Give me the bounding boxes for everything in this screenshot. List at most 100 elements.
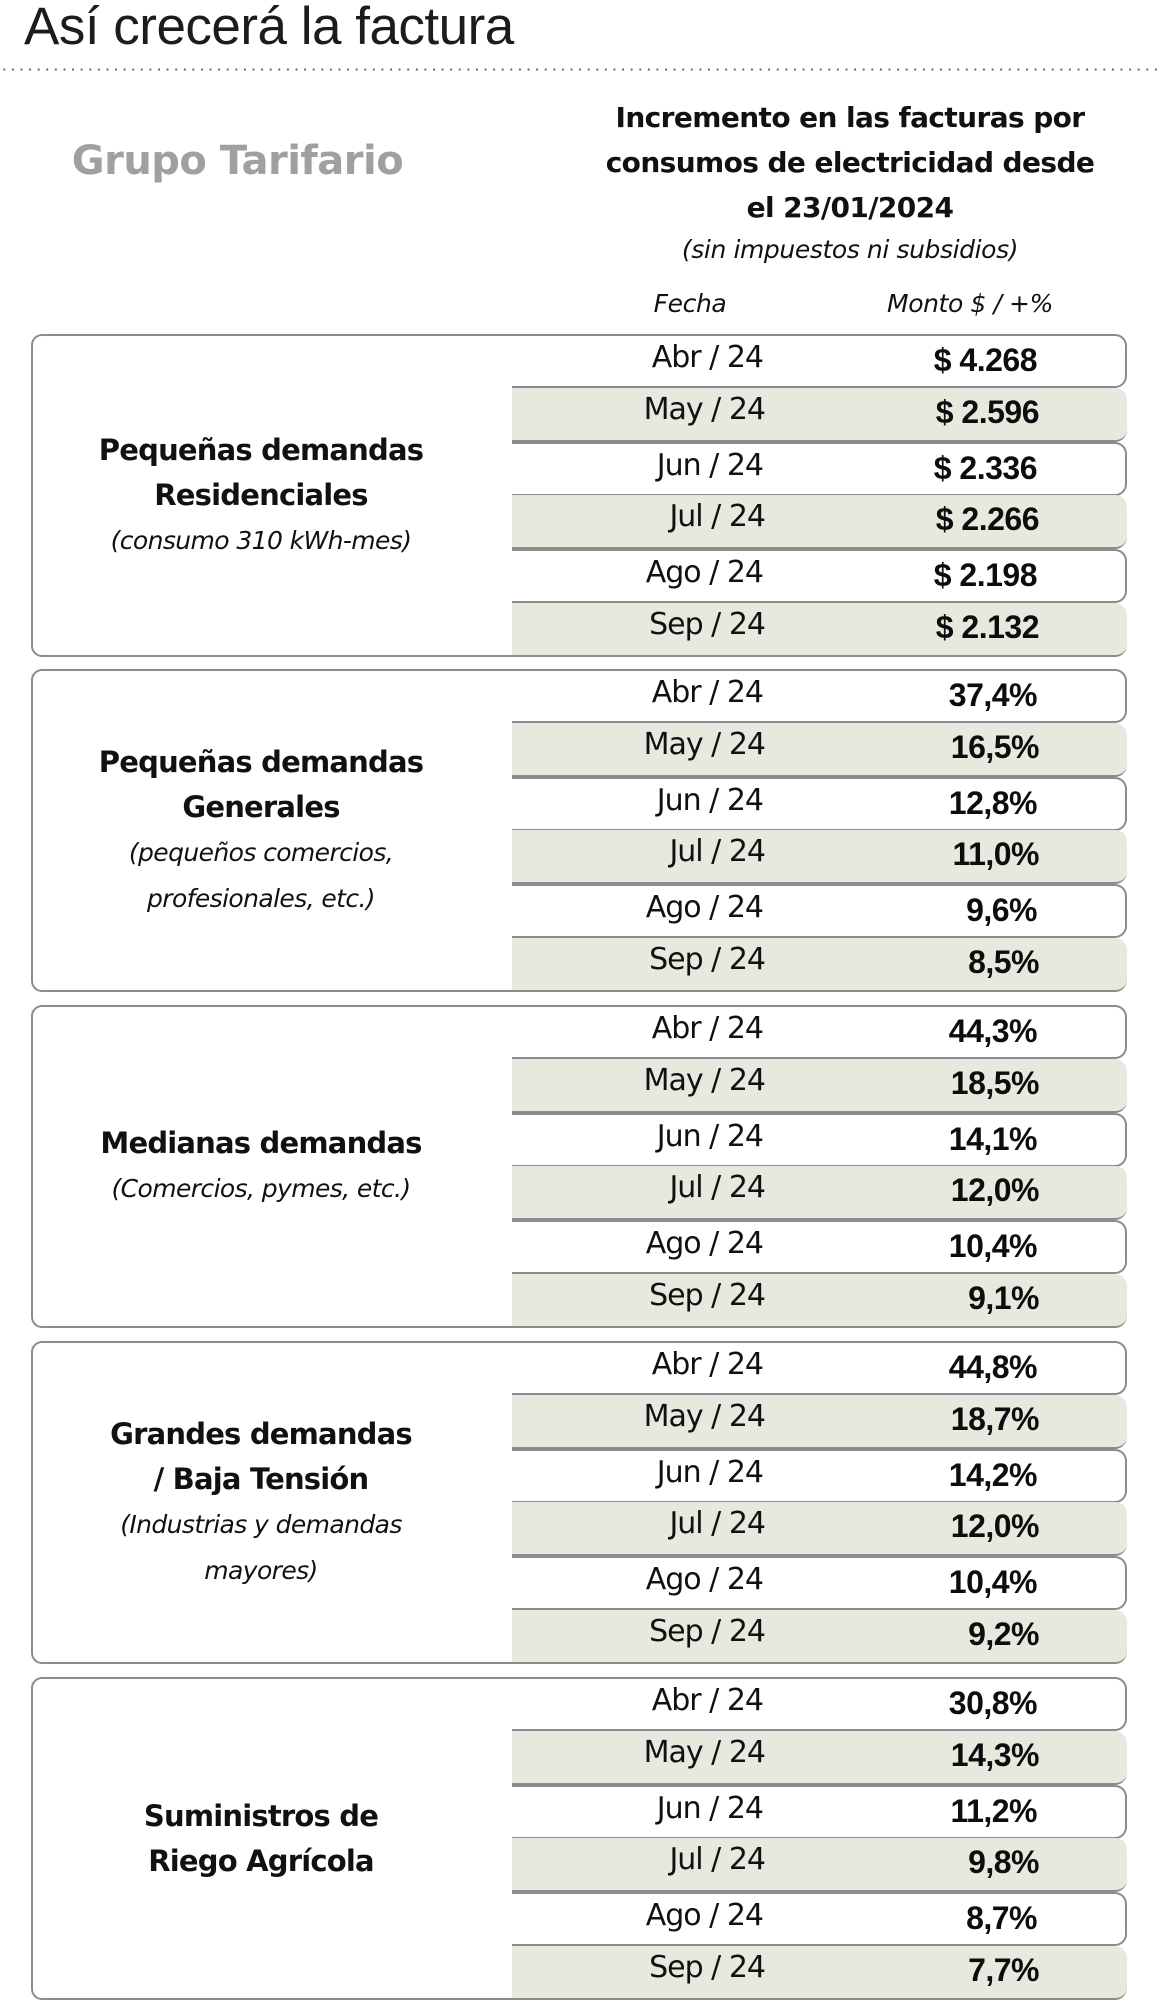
- row-fecha: Abr / 24: [651, 340, 764, 375]
- row-fecha: May / 24: [643, 391, 766, 427]
- table-row: Ago / 24 $ 2.198: [512, 549, 1127, 604]
- row-valor: 44,8%: [948, 1349, 1038, 1385]
- row-valor: 12,8%: [948, 784, 1038, 821]
- column-header-monto: Monto $ / +%: [887, 289, 1053, 318]
- row-fecha: Abr / 24: [651, 1347, 764, 1382]
- row-valor: 9,6%: [966, 892, 1037, 929]
- table-row: Jul / 24 12,0%: [512, 1502, 1127, 1557]
- table-row: Ago / 24 8,7%: [512, 1892, 1127, 1947]
- row-fecha: Sep / 24: [649, 1950, 766, 1985]
- group-note: profesionales, etc.): [147, 883, 376, 913]
- table-row: Abr / 24 44,3%: [512, 1005, 1127, 1059]
- row-fecha: Jul / 24: [669, 1170, 766, 1206]
- column-header-fecha: Fecha: [653, 289, 727, 318]
- heading-line: Incremento en las facturas por: [615, 101, 1086, 134]
- group-name: / Baja Tensión: [153, 1461, 370, 1496]
- table-row: Jul / 24 12,0%: [512, 1166, 1127, 1221]
- row-valor: 7,7%: [968, 1952, 1039, 1988]
- row-valor: $ 4.268: [933, 342, 1038, 378]
- row-fecha: Ago / 24: [645, 1562, 764, 1598]
- group-label: Pequeñas demandas Residenciales (consumo 3…: [45, 336, 477, 655]
- group-note: mayores): [204, 1555, 318, 1585]
- row-valor: $ 2.336: [933, 449, 1038, 486]
- row-fecha: May / 24: [643, 726, 766, 762]
- heading-line: consumos de electricidad desde: [605, 146, 1095, 179]
- tariff-group: Pequeñas demandas Residenciales (consumo 3…: [31, 334, 1127, 657]
- table-row: Abr / 24 $ 4.268: [512, 334, 1127, 388]
- row-valor: $ 2.132: [935, 609, 1040, 645]
- row-fecha: Jun / 24: [656, 447, 764, 483]
- row-valor: 30,8%: [948, 1685, 1038, 1721]
- row-valor: 10,4%: [948, 1228, 1038, 1265]
- row-valor: 14,3%: [950, 1736, 1040, 1773]
- row-fecha: May / 24: [643, 1062, 766, 1098]
- row-fecha: Jul / 24: [669, 834, 766, 870]
- row-fecha: Abr / 24: [651, 675, 764, 710]
- table-row: Ago / 24 10,4%: [512, 1220, 1127, 1275]
- tariff-group: Suministros de Riego Agrícola Abr / 24 30,8…: [31, 1677, 1127, 2000]
- group-rows: Abr / 24 44,3% May / 24 18,5% Jun / 24 14,1% J…: [512, 1005, 1127, 1328]
- table-row: Jun / 24 $ 2.336: [512, 441, 1127, 496]
- table-row: Jun / 24 14,1%: [512, 1112, 1127, 1167]
- group-note: (Comercios, pymes, etc.): [111, 1174, 412, 1203]
- table-row: Jul / 24 11,0%: [512, 830, 1127, 885]
- group-label: Suministros de Riego Agrícola: [45, 1679, 477, 1998]
- row-fecha: Jun / 24: [656, 1454, 764, 1490]
- table-row: Jun / 24 14,2%: [512, 1448, 1127, 1503]
- dotted-divider: [0, 68, 1163, 71]
- row-fecha: Ago / 24: [645, 1898, 764, 1934]
- table-row: Ago / 24 9,6%: [512, 884, 1127, 939]
- table-row: Ago / 24 10,4%: [512, 1556, 1127, 1611]
- row-fecha: Sep / 24: [649, 1614, 766, 1649]
- row-valor: 9,8%: [968, 1844, 1039, 1881]
- table-row: Sep / 24 $ 2.132: [512, 603, 1127, 657]
- row-fecha: Jun / 24: [656, 1790, 764, 1826]
- group-label: Medianas demandas (Comercios, pymes, etc.…: [45, 1007, 477, 1326]
- row-valor: 8,7%: [966, 1900, 1037, 1937]
- row-fecha: Sep / 24: [649, 942, 766, 977]
- row-fecha: Abr / 24: [651, 1011, 764, 1046]
- table-row: Abr / 24 37,4%: [512, 669, 1127, 723]
- group-name: Medianas demandas: [100, 1126, 422, 1160]
- group-label: Grandes demandas / Baja Tensión (Industria…: [45, 1343, 477, 1662]
- table-row: Abr / 24 30,8%: [512, 1677, 1127, 1731]
- table-row: Jun / 24 11,2%: [512, 1784, 1127, 1839]
- row-fecha: May / 24: [643, 1734, 766, 1770]
- group-note: (Industrias y demandas: [120, 1509, 402, 1539]
- row-fecha: Jun / 24: [656, 1118, 764, 1154]
- grupo-tarifario-heading: Grupo Tarifario: [71, 138, 404, 184]
- row-fecha: Jul / 24: [669, 1506, 766, 1542]
- group-rows: Abr / 24 $ 4.268 May / 24 $ 2.596 Jun / 24 $ …: [512, 334, 1127, 657]
- row-valor: 12,0%: [950, 1172, 1040, 1209]
- row-valor: 9,2%: [968, 1616, 1039, 1652]
- row-valor: $ 2.596: [935, 393, 1040, 430]
- heading-note: (sin impuestos ni subsidios): [681, 235, 1019, 264]
- row-valor: 8,5%: [968, 944, 1039, 980]
- row-valor: 16,5%: [950, 728, 1040, 765]
- group-rows: Abr / 24 30,8% May / 24 14,3% Jun / 24 11,2% J…: [512, 1677, 1127, 2000]
- table-row: Jul / 24 $ 2.266: [512, 495, 1127, 550]
- table-row: Jun / 24 12,8%: [512, 776, 1127, 831]
- table-row: Sep / 24 9,2%: [512, 1610, 1127, 1664]
- table-row: Sep / 24 7,7%: [512, 1946, 1127, 2000]
- group-note: (consumo 310 kWh-mes): [110, 525, 412, 555]
- row-valor: 37,4%: [948, 677, 1038, 713]
- group-name: Pequeñas demandas: [98, 744, 424, 779]
- increment-heading: Incremento en las facturas por consumos …: [580, 95, 1120, 270]
- row-valor: 18,5%: [950, 1064, 1040, 1101]
- row-fecha: Jul / 24: [669, 1842, 766, 1878]
- row-fecha: Jul / 24: [669, 499, 766, 535]
- row-valor: 18,7%: [950, 1400, 1040, 1437]
- table-row: May / 24 18,7%: [512, 1394, 1127, 1449]
- row-valor: 11,2%: [950, 1792, 1038, 1829]
- row-valor: 14,2%: [948, 1456, 1038, 1493]
- group-rows: Abr / 24 44,8% May / 24 18,7% Jun / 24 14,2% J…: [512, 1341, 1127, 1664]
- group-label: Pequeñas demandas Generales (pequeños come…: [45, 671, 477, 990]
- group-rows: Abr / 24 37,4% May / 24 16,5% Jun / 24 12,8% J…: [512, 669, 1127, 992]
- row-valor: 14,1%: [948, 1120, 1038, 1157]
- row-valor: 11,0%: [952, 836, 1040, 873]
- group-name: Generales: [182, 789, 340, 824]
- group-name: Pequeñas demandas: [98, 432, 424, 467]
- table-row: Jul / 24 9,8%: [512, 1838, 1127, 1893]
- page-title: Así crecerá la factura: [24, 0, 514, 56]
